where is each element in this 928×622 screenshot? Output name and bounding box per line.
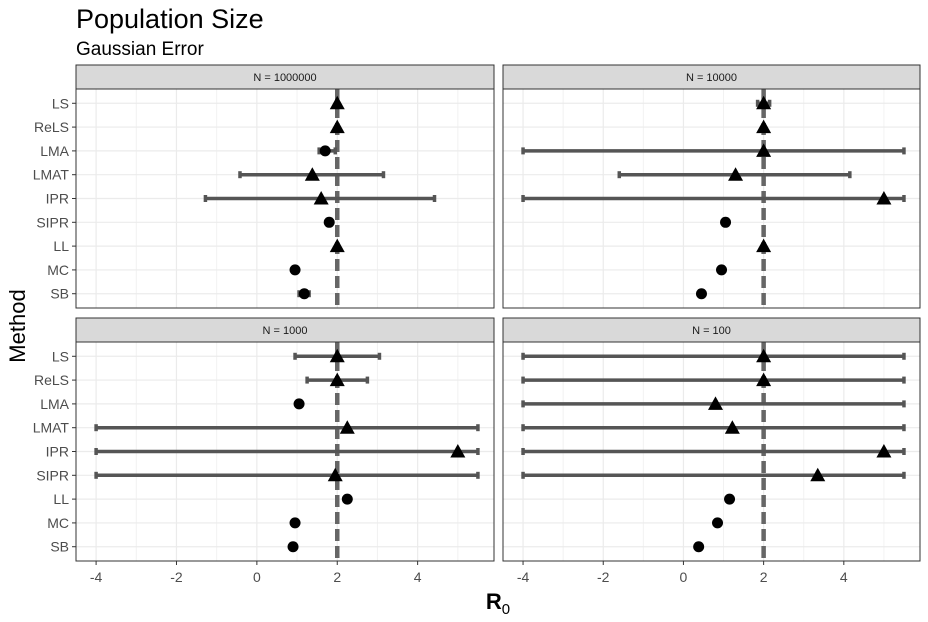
y-tick-label: MC (47, 262, 69, 278)
point-circle (716, 264, 728, 276)
panel-border (502, 341, 921, 562)
point-triangle (327, 467, 343, 482)
point-triangle (756, 238, 772, 253)
x-tick-label: 0 (680, 569, 688, 585)
y-axis-label: Method (5, 289, 30, 362)
point-triangle (329, 372, 345, 387)
panel: N = 100 -4 -2 0 2 4 (502, 317, 921, 585)
y-tick-label: LL (53, 238, 69, 254)
panel-strip (75, 64, 495, 90)
panel-border (502, 88, 921, 309)
panel-strip-label: N = 1000000 (253, 72, 316, 84)
point-triangle (756, 372, 772, 387)
point-circle (724, 493, 736, 505)
point-circle (693, 541, 705, 553)
panel: N = 10000 (502, 64, 921, 309)
point-triangle (810, 467, 826, 482)
panel: N = 1000 LS ReLS LMA LMAT IPR SIPR LL MC SB -4 -2 0 2… (33, 317, 495, 585)
point-triangle (304, 167, 320, 181)
x-axis-label-subscript: 0 (502, 601, 510, 618)
y-tick-label: LMA (40, 143, 69, 159)
point-circle (720, 216, 732, 228)
point-circle (289, 517, 301, 529)
panel-strip-label: N = 1000 (263, 325, 308, 337)
point-triangle (728, 167, 744, 181)
x-tick-label: -4 (517, 569, 530, 585)
y-tick-label: ReLS (34, 119, 69, 135)
point-triangle (756, 119, 772, 134)
y-tick-label: SIPR (36, 467, 69, 483)
point-triangle (876, 444, 892, 458)
y-tick-label: LS (52, 348, 69, 364)
point-triangle (450, 444, 466, 458)
y-tick-label: LMA (40, 396, 69, 412)
point-circle (319, 145, 331, 157)
panel-strip (502, 64, 921, 90)
point-triangle (329, 119, 345, 134)
y-tick-label: SIPR (36, 214, 69, 230)
point-triangle (724, 420, 740, 434)
point-triangle (329, 95, 345, 110)
point-circle (323, 216, 335, 228)
x-tick-label: -2 (597, 569, 610, 585)
x-tick-label: 0 (253, 569, 261, 585)
point-triangle (756, 143, 772, 157)
point-circle (293, 398, 305, 410)
chart-title: Population Size (76, 4, 264, 34)
point-circle (695, 288, 707, 300)
panel: N = 1000000 LS ReLS LMA LMAT IPR SIPR LL MC SB (33, 64, 495, 309)
y-tick-label: LMAT (33, 420, 70, 436)
point-triangle (329, 348, 345, 363)
y-tick-label: SB (50, 286, 69, 302)
point-circle (289, 264, 301, 276)
x-axis-label: R0 (486, 589, 510, 618)
x-axis-label-main: R (486, 589, 502, 614)
y-tick-label: MC (47, 515, 69, 531)
point-circle (341, 493, 353, 505)
y-tick-label: LMAT (33, 167, 70, 183)
y-tick-label: LL (53, 491, 69, 507)
point-triangle (876, 191, 892, 205)
panel-strip-label: N = 100 (692, 325, 731, 337)
y-tick-label: LS (52, 95, 69, 111)
point-triangle (708, 396, 724, 410)
panel-strip (502, 317, 921, 343)
point-triangle (756, 348, 772, 363)
x-tick-label: 2 (760, 569, 768, 585)
y-tick-label: ReLS (34, 372, 69, 388)
point-triangle (313, 191, 329, 205)
point-circle (298, 288, 310, 300)
point-circle (712, 517, 724, 529)
y-tick-label: IPR (46, 444, 69, 460)
y-tick-label: IPR (46, 191, 69, 207)
x-tick-label: 4 (840, 569, 848, 585)
point-triangle (329, 238, 345, 253)
x-tick-label: 4 (414, 569, 422, 585)
panel-strip-label: N = 10000 (686, 72, 737, 84)
x-tick-label: 2 (333, 569, 341, 585)
x-tick-label: -4 (90, 569, 103, 585)
x-tick-label: -2 (170, 569, 183, 585)
chart-subtitle: Gaussian Error (76, 39, 204, 60)
point-triangle (339, 420, 355, 434)
y-tick-label: SB (50, 539, 69, 555)
point-circle (287, 541, 299, 553)
point-triangle (756, 95, 772, 110)
